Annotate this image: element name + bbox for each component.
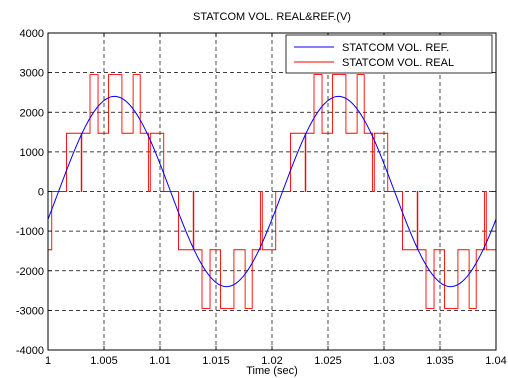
- y-tick-label: 0: [38, 187, 44, 199]
- series-real-line: [48, 74, 496, 309]
- x-tick-label: 1.04: [485, 355, 506, 367]
- y-tick-label: -2000: [16, 266, 44, 278]
- legend-label: STATCOM VOL. REF.: [342, 42, 449, 54]
- plot-area: [47, 74, 497, 309]
- x-tick-label: 1.025: [314, 355, 342, 367]
- series-ref-line: [47, 95, 497, 288]
- legend-box: [285, 34, 493, 74]
- legend-label: STATCOM VOL. REAL: [342, 57, 454, 69]
- y-tick-label: -4000: [16, 345, 44, 357]
- grid: [48, 33, 496, 350]
- y-tick-label: 3000: [20, 68, 44, 80]
- chart-title: STATCOM VOL. REAL&REF.(V): [193, 11, 351, 23]
- x-tick-label: 1.02: [261, 355, 282, 367]
- y-tick-label: 2000: [20, 107, 44, 119]
- legend: STATCOM VOL. REF. STATCOM VOL. REAL: [285, 34, 493, 74]
- x-tick-label: 1: [45, 355, 51, 367]
- axes: 1 1.005 1.01 1.015 1.02 1.025 1.03 1.035 1.04 400…: [16, 28, 507, 367]
- x-tick-label: 1.035: [426, 355, 454, 367]
- x-axis-label: Time (sec): [246, 365, 298, 377]
- x-tick-label: 1.03: [373, 355, 394, 367]
- y-tick-label: -3000: [16, 305, 44, 317]
- y-tick-label: -1000: [16, 226, 44, 238]
- plot-frame: [47, 32, 497, 351]
- x-tick-label: 1.005: [90, 355, 118, 367]
- x-tick-label: 1.015: [202, 355, 230, 367]
- y-tick-label: 4000: [20, 28, 44, 40]
- y-tick-label: 1000: [20, 147, 44, 159]
- x-tick-label: 1.01: [149, 355, 170, 367]
